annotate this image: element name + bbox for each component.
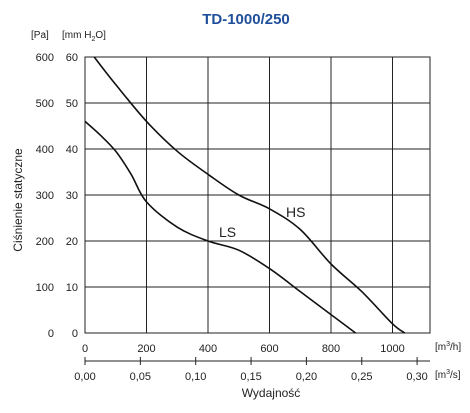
plot-frame — [84, 56, 431, 334]
x-tick-label-m3s: 0,15 — [240, 371, 261, 383]
series-label-hs: HS — [286, 204, 305, 220]
grid — [84, 56, 430, 334]
y-axis-label: Ciśnienie statyczne — [11, 148, 25, 252]
x-tick-label-m3h: 600 — [260, 343, 278, 355]
x-tick-label-m3h: 200 — [137, 343, 155, 355]
y-tick-label-pa: 200 — [36, 236, 54, 248]
y-tick-label-mmh2o: 50 — [66, 98, 78, 110]
y-unit-mmh2o: [mm H2O] — [62, 30, 106, 43]
x-tick-label-m3h: 1000 — [380, 343, 404, 355]
chart-title: TD-1000/250 — [202, 11, 290, 28]
y-tick-labels-pa: 0 100 200 300 400 500 600 — [36, 52, 54, 340]
y-tick-label-mmh2o: 0 — [72, 328, 78, 340]
y-tick-label-pa: 0 — [48, 328, 54, 340]
x-tick-label-m3h: 400 — [199, 343, 217, 355]
x-unit-m3h: [m3/h] — [435, 341, 461, 353]
x-unit-m3s: [m3/s] — [435, 369, 461, 381]
series-line-ls — [84, 120, 357, 334]
x-tick-label-m3s: 0,25 — [351, 371, 372, 383]
x-axis-label: Wydajność — [242, 386, 301, 400]
y-tick-label-mmh2o: 40 — [66, 144, 78, 156]
x-tick-label-m3s: 0,05 — [130, 371, 151, 383]
y-tick-label-pa: 400 — [36, 144, 54, 156]
y-tick-label-mmh2o: 60 — [66, 52, 78, 64]
x-tick-labels-m3h: 0 200 400 600 800 1000 — [82, 343, 405, 355]
series-group — [84, 56, 406, 334]
y-tick-label-mmh2o: 30 — [66, 190, 78, 202]
x-tick-label-m3h: 0 — [82, 343, 88, 355]
y-tick-label-pa: 500 — [36, 98, 54, 110]
x-tick-label-m3s: 0,20 — [296, 371, 317, 383]
x-tick-label-m3h: 800 — [322, 343, 340, 355]
x-tick-label-m3s: 0,00 — [74, 371, 95, 383]
y-tick-label-mmh2o: 10 — [66, 282, 78, 294]
y-tick-label-pa: 300 — [36, 190, 54, 202]
y-tick-labels-mmh2o: 0 10 20 30 40 50 60 — [66, 52, 78, 340]
y-unit-pa: [Pa] — [31, 30, 49, 41]
y-tick-label-mmh2o: 20 — [66, 236, 78, 248]
series-label-ls: LS — [219, 224, 236, 240]
x-axis-m3s-ticks — [84, 357, 418, 365]
y-tick-label-pa: 600 — [36, 52, 54, 64]
x-tick-labels-m3s: 0,00 0,05 0,10 0,15 0,20 0,25 0,30 — [74, 371, 428, 383]
series-line-hs — [93, 56, 406, 334]
x-tick-label-m3s: 0,10 — [185, 371, 206, 383]
y-tick-label-pa: 100 — [36, 282, 54, 294]
x-tick-label-m3s: 0,30 — [406, 371, 427, 383]
